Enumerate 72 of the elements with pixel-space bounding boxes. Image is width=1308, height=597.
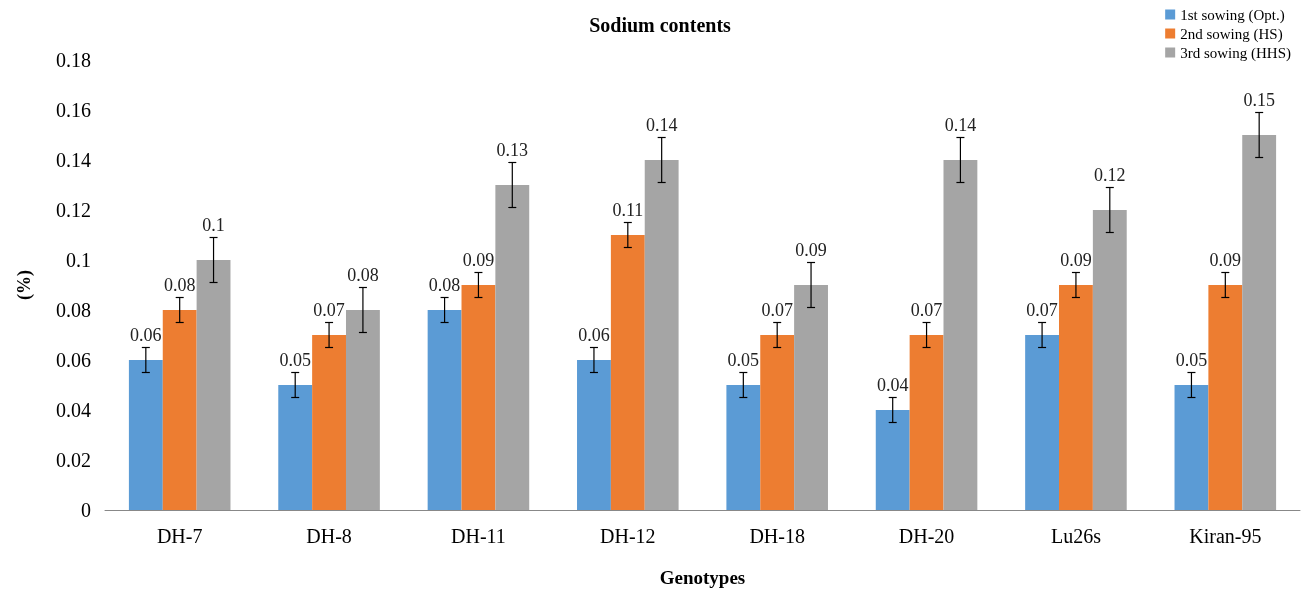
x-tick-label: DH-7 bbox=[156, 525, 203, 547]
x-tick-label: Kiran-95 bbox=[1189, 525, 1262, 547]
bar bbox=[427, 310, 462, 510]
bar bbox=[1174, 385, 1209, 510]
data-label: 0.1 bbox=[202, 214, 225, 235]
data-label: 0.07 bbox=[761, 299, 793, 320]
bar bbox=[461, 285, 496, 510]
y-tick-label: 0.06 bbox=[56, 349, 91, 371]
bar bbox=[726, 385, 761, 510]
data-label: 0.09 bbox=[795, 239, 827, 260]
x-tick-label: DH-8 bbox=[306, 525, 352, 547]
data-label: 0.09 bbox=[1209, 249, 1242, 270]
data-label: 0.12 bbox=[1094, 164, 1126, 185]
y-tick-label: 0.16 bbox=[56, 99, 91, 121]
y-tick-label: 0.04 bbox=[56, 399, 91, 421]
y-tick-label: 0.12 bbox=[56, 199, 91, 221]
bar bbox=[943, 160, 978, 510]
legend-label: 2nd sowing (HS) bbox=[1180, 25, 1283, 43]
data-label: 0.11 bbox=[612, 199, 644, 220]
x-tick-label: DH-20 bbox=[898, 525, 955, 547]
y-tick-label: 0 bbox=[81, 499, 91, 521]
bar bbox=[1208, 285, 1243, 510]
bar bbox=[128, 360, 163, 510]
data-label: 0.06 bbox=[578, 324, 610, 345]
bar bbox=[794, 285, 828, 510]
legend-label: 1st sowing (Opt.) bbox=[1180, 6, 1285, 24]
bar bbox=[495, 185, 530, 510]
bar bbox=[196, 260, 231, 510]
data-label: 0.09 bbox=[1060, 249, 1092, 270]
data-label: 0.06 bbox=[130, 324, 162, 345]
bar bbox=[1059, 285, 1093, 510]
data-label: 0.05 bbox=[1175, 349, 1208, 370]
data-label: 0.14 bbox=[645, 114, 678, 135]
y-axis-title: (%) bbox=[14, 270, 35, 300]
data-label: 0.04 bbox=[876, 374, 909, 395]
data-label: 0.09 bbox=[462, 249, 495, 270]
x-tick-label: Lu26s bbox=[1050, 525, 1102, 547]
x-tick-label: DH-18 bbox=[749, 525, 805, 547]
bar bbox=[610, 235, 645, 510]
data-label: 0.08 bbox=[347, 264, 379, 285]
bar bbox=[909, 335, 944, 510]
bar bbox=[1242, 135, 1277, 510]
legend-label: 3rd sowing (HHS) bbox=[1180, 44, 1292, 62]
y-tick-label: 0.14 bbox=[56, 149, 91, 171]
y-tick-label: 0.18 bbox=[56, 49, 91, 71]
data-label: 0.14 bbox=[944, 114, 977, 135]
data-label: 0.08 bbox=[428, 274, 461, 295]
data-label: 0.07 bbox=[910, 299, 943, 320]
bar bbox=[875, 410, 910, 510]
data-label: 0.07 bbox=[313, 299, 345, 320]
bar bbox=[312, 335, 346, 510]
x-tick-label: DH-11 bbox=[451, 525, 506, 547]
y-tick-label: 0.08 bbox=[56, 299, 91, 321]
bar bbox=[1025, 335, 1060, 510]
data-label: 0.13 bbox=[496, 139, 529, 160]
bar bbox=[577, 360, 611, 510]
data-label: 0.15 bbox=[1243, 89, 1275, 110]
x-tick-label: DH-12 bbox=[600, 525, 656, 547]
bar bbox=[1092, 210, 1127, 510]
chart-title: Sodium contents bbox=[589, 14, 732, 36]
y-tick-label: 0.1 bbox=[66, 249, 91, 271]
x-axis-title: Genotypes bbox=[659, 567, 746, 588]
bar bbox=[162, 310, 197, 510]
bar bbox=[760, 335, 795, 510]
bar bbox=[644, 160, 679, 510]
data-label: 0.08 bbox=[163, 274, 196, 295]
y-tick-label: 0.02 bbox=[56, 449, 91, 471]
data-label: 0.07 bbox=[1026, 299, 1058, 320]
bar bbox=[278, 385, 313, 510]
bar bbox=[345, 310, 380, 510]
data-label: 0.05 bbox=[727, 349, 760, 370]
data-label: 0.05 bbox=[279, 349, 311, 370]
